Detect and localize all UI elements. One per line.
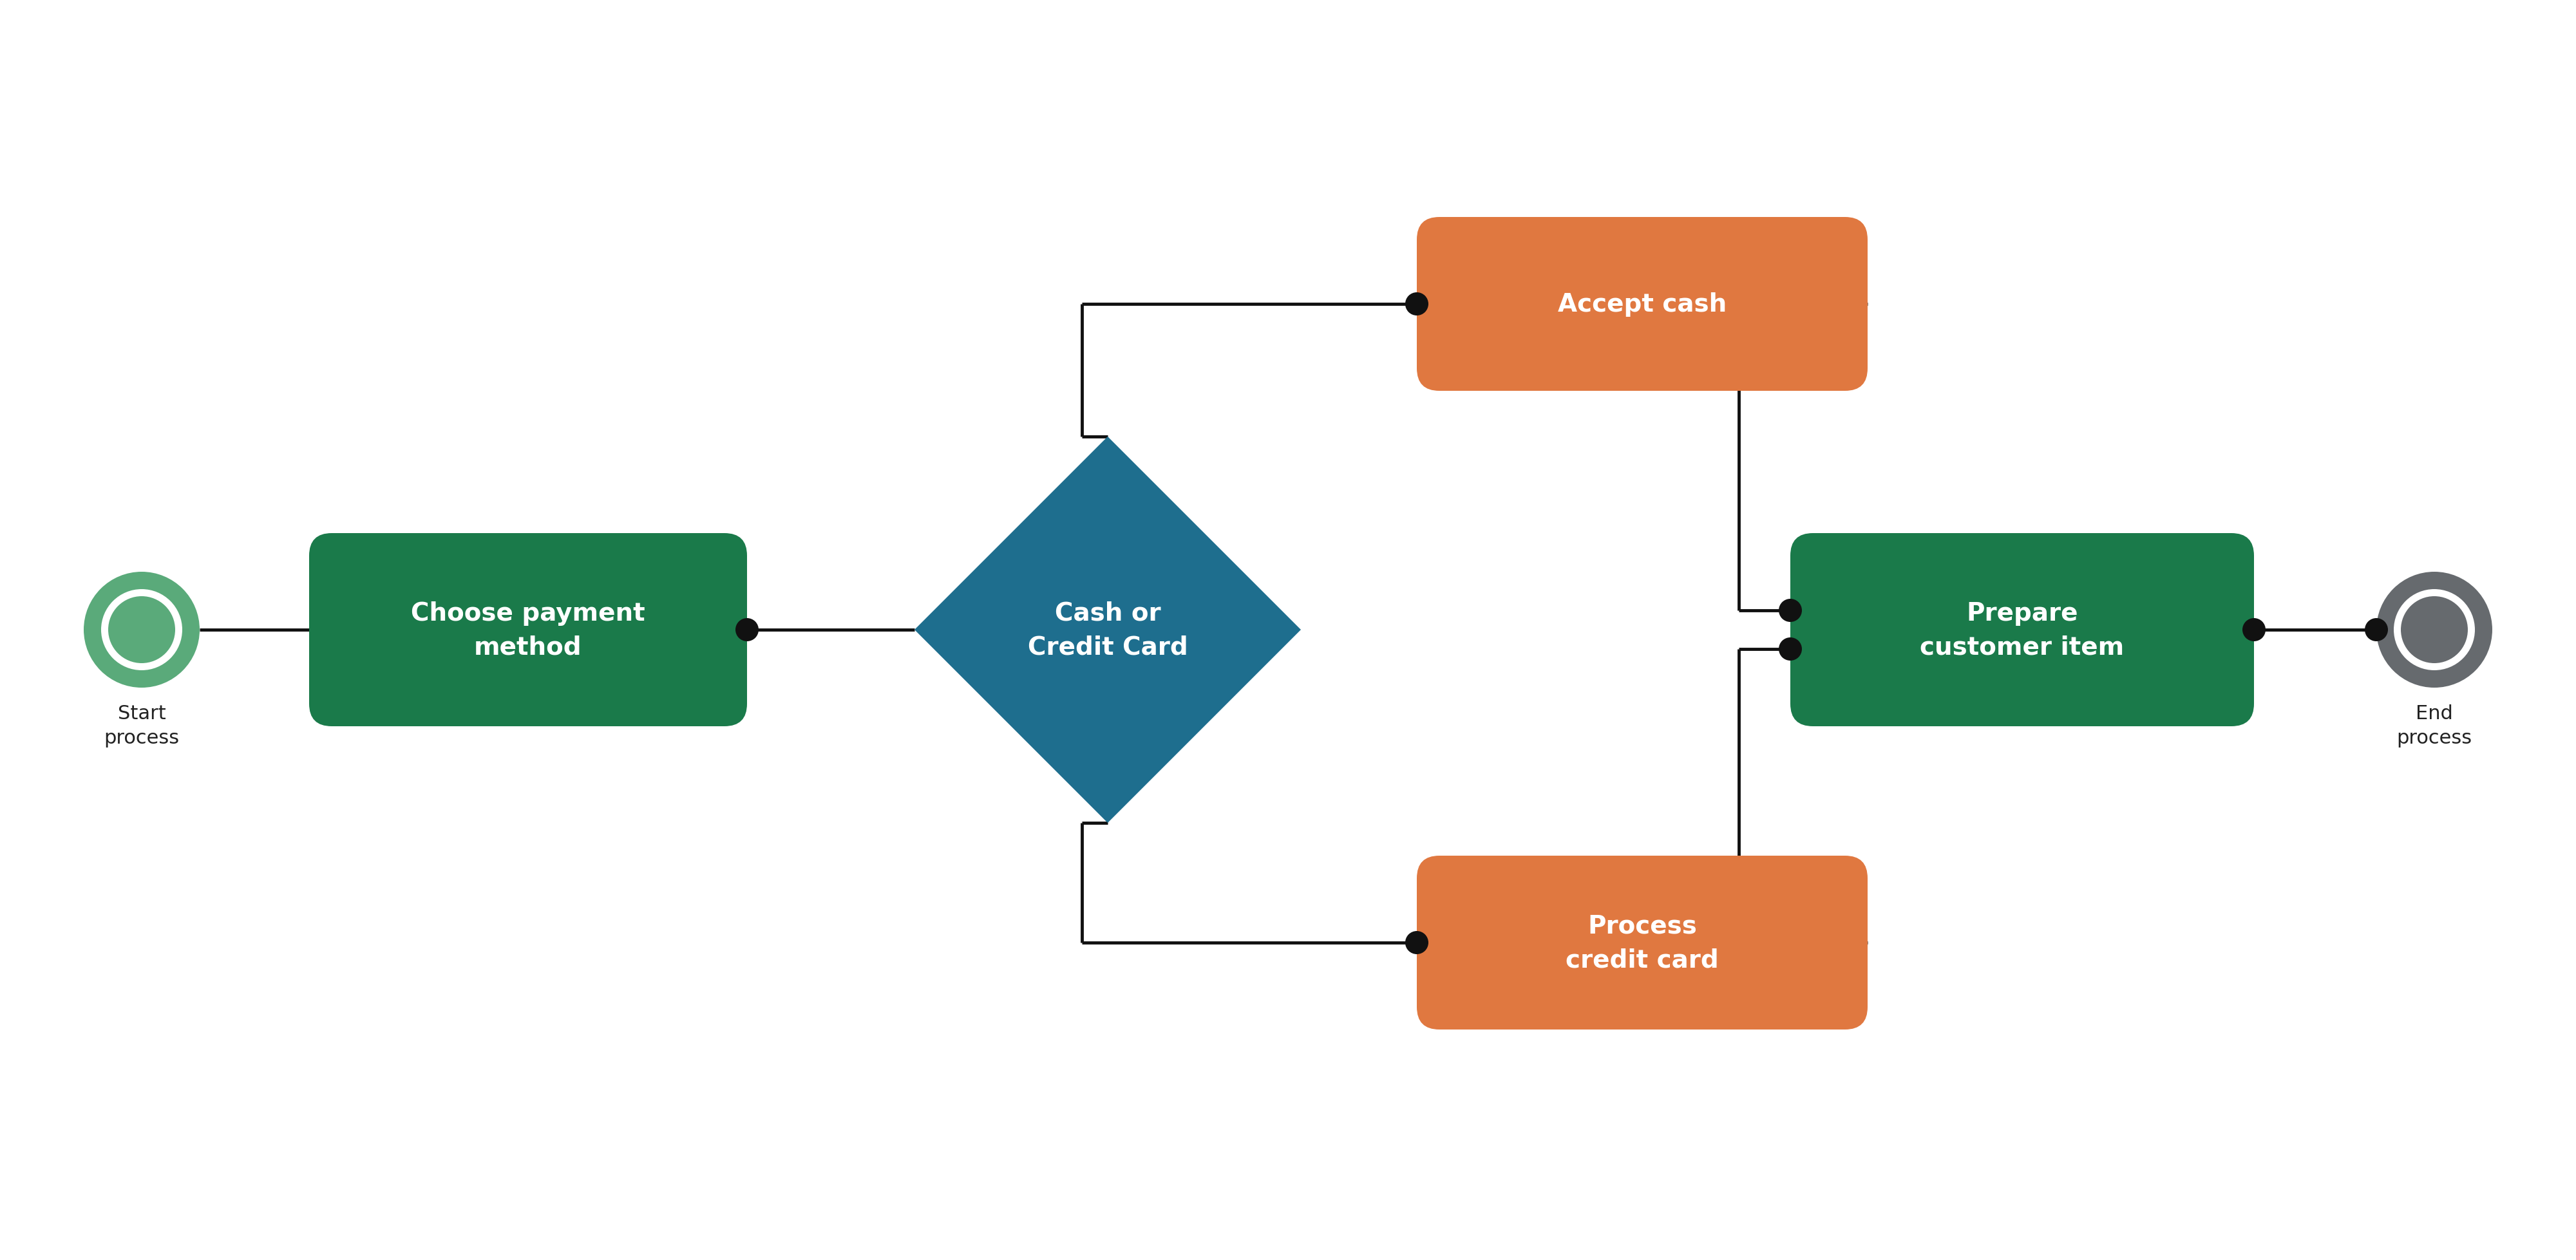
FancyBboxPatch shape [1417, 218, 1868, 392]
Circle shape [108, 596, 175, 664]
Circle shape [2365, 619, 2388, 641]
Text: Start
process: Start process [103, 704, 180, 747]
FancyBboxPatch shape [309, 533, 747, 727]
Circle shape [2241, 619, 2267, 641]
Circle shape [85, 572, 201, 688]
Circle shape [2375, 572, 2491, 688]
Circle shape [1777, 598, 1803, 622]
Circle shape [1777, 638, 1803, 661]
Circle shape [2401, 596, 2468, 664]
FancyBboxPatch shape [1417, 856, 1868, 1029]
Circle shape [1406, 292, 1427, 316]
Text: Choose payment
method: Choose payment method [412, 601, 644, 659]
Text: Accept cash: Accept cash [1558, 292, 1726, 316]
FancyBboxPatch shape [1790, 533, 2254, 727]
Text: Process
credit card: Process credit card [1566, 914, 1718, 971]
Polygon shape [914, 437, 1301, 823]
Circle shape [100, 590, 183, 670]
Circle shape [1406, 931, 1427, 954]
Text: Prepare
customer item: Prepare customer item [1919, 601, 2125, 659]
Text: Cash or
Credit Card: Cash or Credit Card [1028, 601, 1188, 659]
Circle shape [737, 619, 757, 641]
Text: End
process: End process [2396, 704, 2473, 747]
Circle shape [2393, 590, 2476, 670]
